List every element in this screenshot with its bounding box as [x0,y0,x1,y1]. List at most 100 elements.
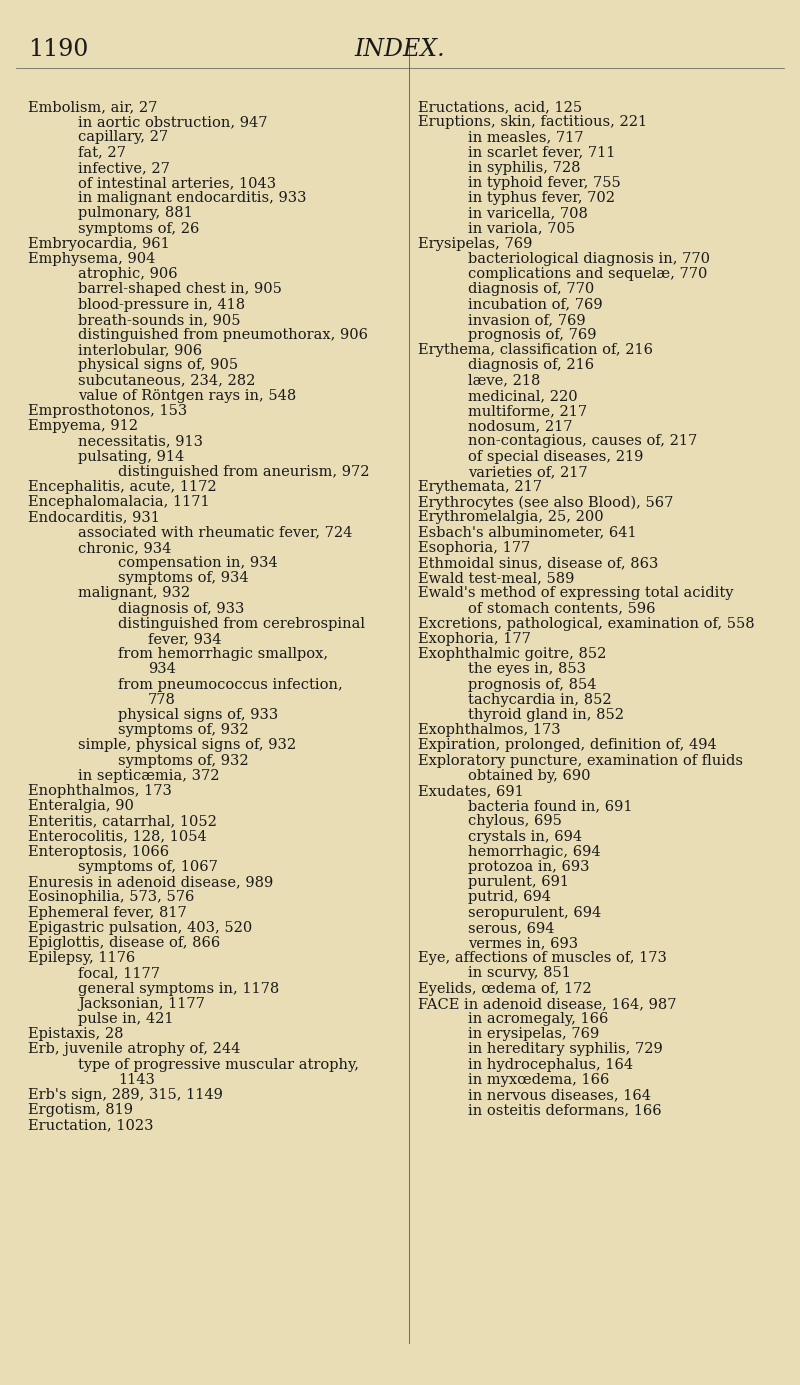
Text: bacteriological diagnosis in, 770: bacteriological diagnosis in, 770 [468,252,710,266]
Text: Eye, affections of muscles of, 173: Eye, affections of muscles of, 173 [418,951,667,965]
Text: Encephalomalacia, 1171: Encephalomalacia, 1171 [28,496,210,510]
Text: in aortic obstruction, 947: in aortic obstruction, 947 [78,115,267,129]
Text: Jacksonian, 1177: Jacksonian, 1177 [78,997,205,1011]
Text: pulmonary, 881: pulmonary, 881 [78,206,193,220]
Text: in acromegaly, 166: in acromegaly, 166 [468,1012,608,1026]
Text: necessitatis, 913: necessitatis, 913 [78,435,203,449]
Text: Exophthalmic goitre, 852: Exophthalmic goitre, 852 [418,647,606,661]
Text: Enteroptosis, 1066: Enteroptosis, 1066 [28,845,169,859]
Text: in typhus fever, 702: in typhus fever, 702 [468,191,615,205]
Text: Emprosthotonos, 153: Emprosthotonos, 153 [28,404,187,418]
Text: Enuresis in adenoid disease, 989: Enuresis in adenoid disease, 989 [28,875,274,889]
Text: Epiglottis, disease of, 866: Epiglottis, disease of, 866 [28,936,220,950]
Text: symptoms of, 26: symptoms of, 26 [78,222,199,235]
Text: in hydrocephalus, 164: in hydrocephalus, 164 [468,1058,633,1072]
Text: in septicæmia, 372: in septicæmia, 372 [78,769,219,783]
Text: atrophic, 906: atrophic, 906 [78,267,178,281]
Text: crystals in, 694: crystals in, 694 [468,830,582,843]
Text: INDEX.: INDEX. [354,37,446,61]
Text: distinguished from pneumothorax, 906: distinguished from pneumothorax, 906 [78,328,368,342]
Text: focal, 1177: focal, 1177 [78,967,160,981]
Text: prognosis of, 769: prognosis of, 769 [468,328,597,342]
Text: distinguished from cerebrospinal: distinguished from cerebrospinal [118,616,365,630]
Text: obtained by, 690: obtained by, 690 [468,769,590,783]
Text: Epilepsy, 1176: Epilepsy, 1176 [28,951,135,965]
Text: in hereditary syphilis, 729: in hereditary syphilis, 729 [468,1043,662,1057]
Text: Expiration, prolonged, definition of, 494: Expiration, prolonged, definition of, 49… [418,738,717,752]
Text: in typhoid fever, 755: in typhoid fever, 755 [468,176,621,190]
Text: in scurvy, 851: in scurvy, 851 [468,967,571,981]
Text: of stomach contents, 596: of stomach contents, 596 [468,601,655,615]
Text: protozoa in, 693: protozoa in, 693 [468,860,590,874]
Text: pulse in, 421: pulse in, 421 [78,1012,174,1026]
Text: from pneumococcus infection,: from pneumococcus infection, [118,677,342,691]
Text: Embolism, air, 27: Embolism, air, 27 [28,100,158,114]
Text: Endocarditis, 931: Endocarditis, 931 [28,511,160,525]
Text: Exudates, 691: Exudates, 691 [418,784,524,798]
Text: multiforme, 217: multiforme, 217 [468,404,587,418]
Text: vermes in, 693: vermes in, 693 [468,936,578,950]
Text: Erythrocytes (see also Blood), 567: Erythrocytes (see also Blood), 567 [418,496,674,510]
Text: diagnosis of, 770: diagnosis of, 770 [468,283,594,296]
Text: varieties of, 217: varieties of, 217 [468,465,588,479]
Text: distinguished from aneurism, 972: distinguished from aneurism, 972 [118,465,370,479]
Text: in osteitis deformans, 166: in osteitis deformans, 166 [468,1104,662,1118]
Text: diagnosis of, 216: diagnosis of, 216 [468,359,594,373]
Text: in malignant endocarditis, 933: in malignant endocarditis, 933 [78,191,306,205]
Text: complications and sequelæ, 770: complications and sequelæ, 770 [468,267,707,281]
Text: Enophthalmos, 173: Enophthalmos, 173 [28,784,172,798]
Text: subcutaneous, 234, 282: subcutaneous, 234, 282 [78,374,255,388]
Text: physical signs of, 905: physical signs of, 905 [78,359,238,373]
Text: medicinal, 220: medicinal, 220 [468,389,578,403]
Text: in measles, 717: in measles, 717 [468,130,583,144]
Text: in variola, 705: in variola, 705 [468,222,575,235]
Text: purulent, 691: purulent, 691 [468,875,569,889]
Text: pulsating, 914: pulsating, 914 [78,450,184,464]
Text: chronic, 934: chronic, 934 [78,540,171,555]
Text: symptoms of, 932: symptoms of, 932 [118,753,249,767]
Text: Esbach's albuminometer, 641: Esbach's albuminometer, 641 [418,525,637,540]
Text: Erb's sign, 289, 315, 1149: Erb's sign, 289, 315, 1149 [28,1089,223,1102]
Text: symptoms of, 934: symptoms of, 934 [118,571,249,586]
Text: in scarlet fever, 711: in scarlet fever, 711 [468,145,615,159]
Text: breath-sounds in, 905: breath-sounds in, 905 [78,313,241,327]
Text: symptoms of, 932: symptoms of, 932 [118,723,249,737]
Text: Enteritis, catarrhal, 1052: Enteritis, catarrhal, 1052 [28,814,217,828]
Text: malignant, 932: malignant, 932 [78,586,190,601]
Text: diagnosis of, 933: diagnosis of, 933 [118,601,244,615]
Text: type of progressive muscular atrophy,: type of progressive muscular atrophy, [78,1058,359,1072]
Text: Excretions, pathological, examination of, 558: Excretions, pathological, examination of… [418,616,754,630]
Text: tachycardia in, 852: tachycardia in, 852 [468,692,612,706]
Text: Eyelids, œdema of, 172: Eyelids, œdema of, 172 [418,982,592,996]
Text: value of Röntgen rays in, 548: value of Röntgen rays in, 548 [78,389,296,403]
Text: hemorrhagic, 694: hemorrhagic, 694 [468,845,601,859]
Text: in nervous diseases, 164: in nervous diseases, 164 [468,1089,651,1102]
Text: invasion of, 769: invasion of, 769 [468,313,586,327]
Text: FACE in adenoid disease, 164, 987: FACE in adenoid disease, 164, 987 [418,997,677,1011]
Text: incubation of, 769: incubation of, 769 [468,298,602,312]
Text: compensation in, 934: compensation in, 934 [118,555,278,571]
Text: Enterocolitis, 128, 1054: Enterocolitis, 128, 1054 [28,830,206,843]
Text: Erb, juvenile atrophy of, 244: Erb, juvenile atrophy of, 244 [28,1043,240,1057]
Text: Encephalitis, acute, 1172: Encephalitis, acute, 1172 [28,481,217,494]
Text: bacteria found in, 691: bacteria found in, 691 [468,799,633,813]
Text: nodosum, 217: nodosum, 217 [468,420,573,434]
Text: Emphysema, 904: Emphysema, 904 [28,252,155,266]
Text: Ephemeral fever, 817: Ephemeral fever, 817 [28,906,186,920]
Text: physical signs of, 933: physical signs of, 933 [118,708,278,722]
Text: 1143: 1143 [118,1073,155,1087]
Text: in myxœdema, 166: in myxœdema, 166 [468,1073,610,1087]
Text: Embryocardia, 961: Embryocardia, 961 [28,237,170,251]
Text: serous, 694: serous, 694 [468,921,554,935]
Text: Exophoria, 177: Exophoria, 177 [418,632,531,645]
Text: 778: 778 [148,692,176,706]
Text: Ewald test-meal, 589: Ewald test-meal, 589 [418,571,574,586]
Text: capillary, 27: capillary, 27 [78,130,168,144]
Text: symptoms of, 1067: symptoms of, 1067 [78,860,218,874]
Text: Epigastric pulsation, 403, 520: Epigastric pulsation, 403, 520 [28,921,252,935]
Text: chylous, 695: chylous, 695 [468,814,562,828]
Text: in varicella, 708: in varicella, 708 [468,206,588,220]
Text: Ethmoidal sinus, disease of, 863: Ethmoidal sinus, disease of, 863 [418,555,658,571]
Text: from hemorrhagic smallpox,: from hemorrhagic smallpox, [118,647,328,661]
Text: barrel-shaped chest in, 905: barrel-shaped chest in, 905 [78,283,282,296]
